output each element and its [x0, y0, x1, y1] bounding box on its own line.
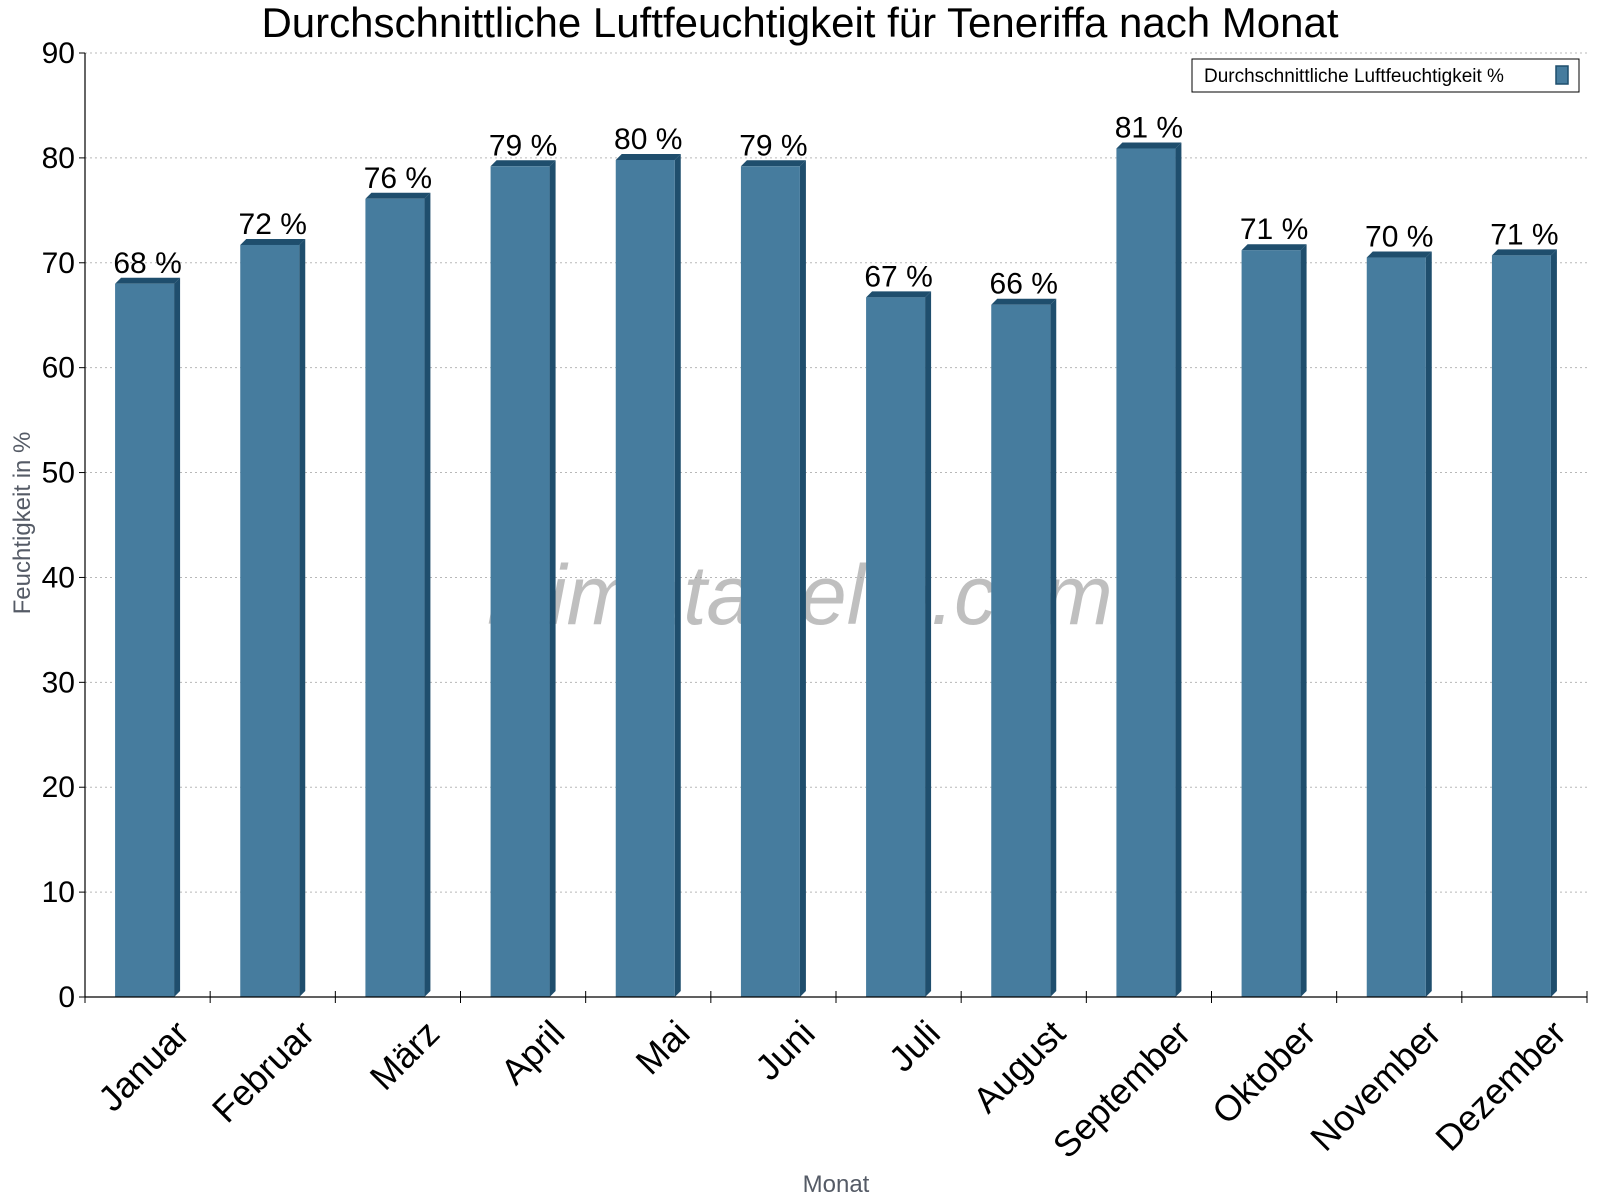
bar-dezember — [1491, 249, 1557, 998]
bar-front — [490, 166, 550, 997]
data-labels: 68 % 72 % 76 % 79 % 80 % 79 % 67 % 66 % 81 % 71 %… — [113, 111, 1558, 300]
bar-front — [740, 166, 800, 997]
y-tick-label: 80 — [42, 142, 75, 175]
bar-front — [1491, 255, 1551, 998]
x-tick-label: Oktober — [1204, 1012, 1324, 1132]
y-tick-label: 40 — [42, 561, 75, 594]
axes — [79, 52, 1588, 1003]
x-tick-label: September — [1045, 1012, 1199, 1166]
data-label: 76 % — [364, 162, 432, 195]
bar-side — [674, 153, 681, 997]
bar-top — [490, 160, 556, 167]
bar-top — [615, 153, 681, 160]
legend-swatch — [1555, 65, 1569, 85]
x-tick-label: Juli — [881, 1012, 948, 1079]
x-tick-label: März — [362, 1012, 448, 1098]
x-tick-label: Mai — [628, 1012, 698, 1082]
data-label: 72 % — [239, 208, 307, 241]
bar-front — [991, 304, 1051, 997]
bar-top — [1366, 251, 1432, 258]
bar-top — [240, 238, 306, 245]
legend-box — [1191, 58, 1580, 93]
bar-august — [991, 298, 1057, 997]
bar-juli — [866, 291, 932, 997]
bar-märz — [365, 192, 431, 998]
bar-front — [1241, 250, 1301, 998]
y-tick-label: 90 — [42, 37, 75, 70]
x-tick-label: Januar — [90, 1012, 197, 1119]
bars — [115, 142, 1557, 998]
y-tick-label: 30 — [42, 666, 75, 699]
bar-top — [1116, 142, 1182, 149]
x-tick-label: Juni — [747, 1012, 823, 1088]
bar-side — [299, 238, 306, 998]
bar-top — [115, 277, 181, 284]
x-tick-label: Februar — [204, 1012, 322, 1130]
y-tick-label: 0 — [58, 981, 75, 1014]
x-tick-label: August — [965, 1012, 1073, 1120]
bar-top — [365, 192, 431, 199]
y-tick-label: 70 — [42, 247, 75, 280]
data-label: 79 % — [489, 129, 557, 162]
bar-top — [991, 298, 1057, 305]
bar-side — [1300, 244, 1307, 998]
data-label: 70 % — [1365, 221, 1433, 254]
data-label: 71 % — [1490, 218, 1558, 251]
data-label: 80 % — [614, 123, 682, 156]
data-label: 81 % — [1115, 111, 1183, 144]
y-tick-label: 60 — [42, 352, 75, 385]
bar-side — [174, 277, 181, 997]
bar-front — [115, 283, 175, 997]
data-label: 68 % — [113, 247, 181, 280]
bar-september — [1116, 142, 1182, 998]
data-label: 79 % — [739, 129, 807, 162]
bar-front — [1366, 257, 1426, 997]
bar-mai — [615, 153, 681, 997]
bar-side — [549, 160, 556, 997]
x-tick-labels: Januar Februar März April Mai Juni Juli AugustS… — [90, 1012, 1574, 1166]
bar-side — [1175, 142, 1182, 998]
chart-title: Durchschnittliche Luftfeuchtigkeit für T… — [261, 0, 1338, 46]
bar-november — [1366, 251, 1432, 998]
bar-front — [1116, 148, 1176, 998]
bar-top — [1241, 244, 1307, 251]
x-tick-label: Dezember — [1427, 1012, 1573, 1158]
bar-front — [240, 244, 300, 998]
bar-januar — [115, 277, 181, 997]
y-tick-label: 20 — [42, 771, 75, 804]
bar-side — [424, 192, 431, 998]
data-label: 71 % — [1240, 213, 1308, 246]
bar-side — [1550, 249, 1557, 998]
bar-juni — [740, 160, 806, 997]
bar-top — [1491, 249, 1557, 256]
bar-oktober — [1241, 244, 1307, 998]
y-tick-label: 10 — [42, 876, 75, 909]
x-tick-label: November — [1302, 1012, 1448, 1158]
bar-top — [740, 160, 806, 167]
grid-lines — [85, 52, 1587, 893]
bar-side — [925, 291, 932, 997]
bar-front — [615, 159, 675, 997]
x-tick-label: April — [492, 1012, 572, 1092]
bar-februar — [240, 238, 306, 998]
legend: Durchschnittliche Luftfeuchtigkeit % — [1191, 58, 1580, 93]
x-axis-title: Monat — [803, 1171, 870, 1198]
bar-side — [799, 160, 806, 997]
data-label: 67 % — [864, 260, 932, 293]
data-label: 66 % — [990, 268, 1058, 301]
bar-april — [490, 160, 556, 997]
y-axis-title: Feuchtigkeit in % — [9, 432, 36, 615]
bar-top — [866, 291, 932, 298]
bar-side — [1050, 298, 1057, 997]
y-tick-label: 50 — [42, 457, 75, 490]
bar-front — [866, 297, 926, 997]
bar-side — [1425, 251, 1432, 998]
legend-label: Durchschnittliche Luftfeuchtigkeit % — [1204, 66, 1504, 87]
bar-front — [365, 198, 425, 998]
y-tick-labels: 0 10 20 30 40 50 60 70 80 90 — [42, 37, 75, 1014]
